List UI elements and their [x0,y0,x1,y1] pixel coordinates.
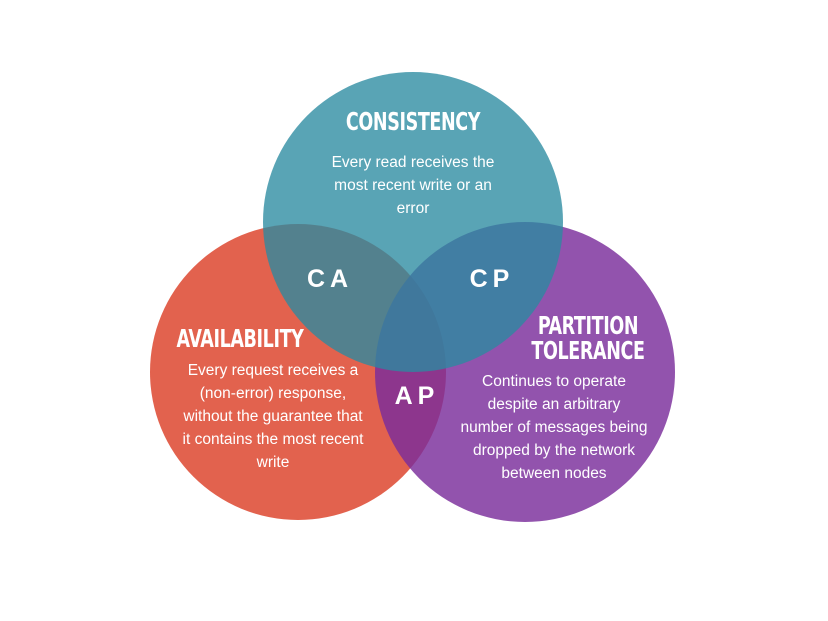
partition-tolerance-description-line: between nodes [501,465,607,482]
consistency-description-line: most recent write or an [334,177,492,194]
partition-tolerance-title-line: PARTITION [537,311,639,340]
consistency-circle [263,72,563,372]
partition-tolerance-title: PARTITION TOLERANCE [510,313,666,363]
partition-tolerance-description-line: dropped by the network [473,442,635,459]
partition-tolerance-description: Continues to operate despite an arbitrar… [444,370,664,485]
overlap-label-cp: CP [469,265,515,293]
availability-description-line: without the guarantee that [183,408,363,425]
availability-description-line: (non-error) response, [199,385,347,402]
partition-tolerance-description-line: Continues to operate [482,373,626,390]
overlap-label-ap: AP [394,382,440,410]
partition-tolerance-description-line: despite an arbitrary [487,396,621,413]
consistency-description: Every read receives the most recent writ… [303,151,523,220]
availability-description-line: it contains the most recent [182,431,364,448]
availability-description-line: write [256,454,290,471]
partition-tolerance-description-line: number of messages being [460,419,648,436]
availability-description-line: Every request receives a [187,362,359,379]
availability-description: Every request receives a (non-error) res… [163,359,383,474]
partition-tolerance-title-line: TOLERANCE [531,336,645,365]
consistency-description-line: error [396,200,430,217]
consistency-description-line: Every read receives the [331,154,495,171]
consistency-title: CONSISTENCY [345,107,481,136]
overlap-label-ca: CA [306,265,354,293]
availability-title: AVAILABILITY [176,324,304,353]
